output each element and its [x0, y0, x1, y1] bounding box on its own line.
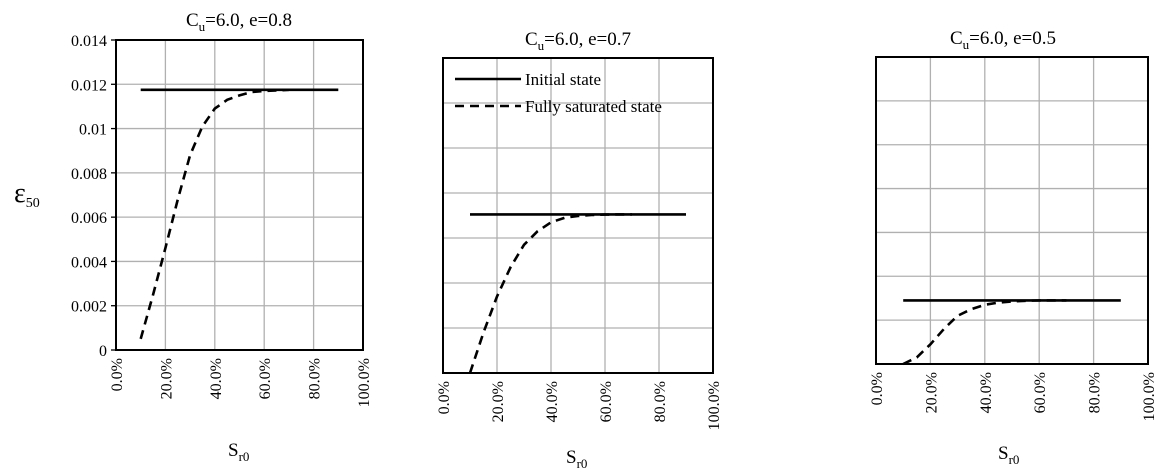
chart-panel-2: 0.0% 20.0% 40.0% 60.0% 80.0% 100.0% Initial st…	[436, 29, 723, 471]
x-tick-label: 20.0%	[490, 381, 507, 422]
x-axis-label-main: S	[566, 447, 577, 468]
y-axis-label-main: ε	[14, 178, 26, 209]
chart-title-prefix: C	[525, 29, 538, 50]
plot-frame	[115, 39, 364, 351]
legend-label: Fully saturated state	[525, 97, 662, 116]
y-tick-label: 0.006	[71, 210, 107, 227]
x-tick-label: 80.0%	[307, 358, 324, 399]
legend: Initial state Fully saturated state	[455, 70, 662, 116]
x-axis-label-sub: r0	[239, 449, 250, 464]
y-tick-label: 0	[99, 343, 107, 360]
x-axis-label-sub: r0	[577, 456, 588, 471]
legend-label: Initial state	[525, 70, 601, 89]
y-tick-label: 0.012	[71, 77, 107, 94]
chart-title-prefix: C	[950, 28, 963, 49]
chart-panel-3: 0.0% 20.0% 40.0% 60.0% 80.0% 100.0% Cu=6.0, e…	[869, 28, 1155, 467]
chart-title-suffix: =6.0, e=0.8	[205, 10, 292, 31]
plot-area: 0.0% 20.0% 40.0% 60.0% 80.0% 100.0% Initial st…	[436, 57, 723, 430]
x-axis-label-main: S	[228, 440, 239, 461]
chart-title: Cu=6.0, e=0.5	[950, 28, 1056, 52]
x-tick-label: 80.0%	[1087, 372, 1104, 413]
x-axis-label: Sr0	[228, 440, 249, 464]
plot-area: 0 0.002 0.004 0.006 0.008 0.01 0.012 0.014 0.0% 2…	[71, 33, 373, 407]
y-tick-label: 0.01	[79, 122, 107, 139]
chart-panel-1: 0 0.002 0.004 0.006 0.008 0.01 0.012 0.014 0.0% 2…	[14, 10, 373, 464]
x-tick-label: 0.0%	[109, 358, 126, 391]
y-tick-label: 0.008	[71, 166, 107, 183]
x-axis-label: Sr0	[998, 443, 1019, 467]
y-axis-label: ε50	[14, 178, 40, 211]
chart-title-sub: u	[963, 37, 970, 52]
y-tick-label: 0.014	[71, 33, 107, 50]
x-tick-label: 0.0%	[436, 381, 453, 414]
series-line-fully-saturated-state	[902, 299, 1067, 366]
x-axis-label-main: S	[998, 443, 1009, 464]
x-tick-label: 100.0%	[356, 358, 373, 407]
x-tick-label: 40.0%	[978, 372, 995, 413]
x-tick-label: 20.0%	[923, 372, 940, 413]
x-tick-label: 60.0%	[1032, 372, 1049, 413]
plot-frame	[875, 56, 1149, 365]
x-tick-label: 100.0%	[1141, 372, 1155, 421]
x-tick-label: 60.0%	[598, 381, 615, 422]
plot-frame	[442, 57, 714, 374]
x-axis-label-sub: r0	[1009, 452, 1020, 467]
x-tick-label: 20.0%	[158, 358, 175, 399]
y-axis-label-sub: 50	[26, 196, 40, 211]
series-line-fully-saturated-state	[139, 88, 289, 340]
chart-title-sub: u	[538, 38, 545, 53]
x-tick-label: 40.0%	[544, 381, 561, 422]
x-axis-label: Sr0	[566, 447, 587, 471]
plot-area: 0.0% 20.0% 40.0% 60.0% 80.0% 100.0%	[869, 56, 1155, 421]
x-tick-label: 80.0%	[652, 381, 669, 422]
x-tick-label: 0.0%	[869, 372, 886, 405]
series-line-fully-saturated-state	[468, 213, 632, 374]
chart-title-sub: u	[199, 19, 206, 34]
chart-title-suffix: =6.0, e=0.5	[969, 28, 1056, 49]
chart-title: Cu=6.0, e=0.7	[525, 29, 631, 53]
chart-title: Cu=6.0, e=0.8	[186, 10, 292, 34]
x-tick-label: 60.0%	[257, 358, 274, 399]
x-tick-label: 100.0%	[706, 381, 723, 430]
chart-title-suffix: =6.0, e=0.7	[544, 29, 631, 50]
x-tick-label: 40.0%	[208, 358, 225, 399]
y-tick-label: 0.004	[71, 254, 107, 271]
chart-title-prefix: C	[186, 10, 199, 31]
y-tick-label: 0.002	[71, 299, 107, 316]
